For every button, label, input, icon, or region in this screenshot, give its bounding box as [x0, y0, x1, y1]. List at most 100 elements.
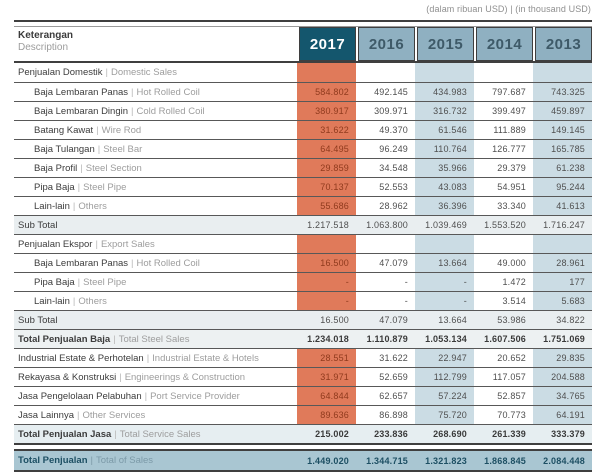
value-cell-2013: 64.191: [533, 406, 592, 424]
row-label: Baja Lembaran Panas | Hot Rolled Coil: [14, 254, 297, 272]
value-cell-2014: 126.777: [492, 144, 526, 154]
value-cell-2014: 1.472: [502, 277, 526, 287]
total-row: Total Penjualan Baja | Total Steel Sales 1.…: [14, 329, 592, 348]
row-label: Total Penjualan | Total of Sales: [14, 451, 297, 470]
table-body: Penjualan Domestik | Domestic Sales Baja Le…: [14, 63, 592, 472]
value-cell-2013: 29.835: [533, 349, 592, 367]
row-label: Lain-lain | Others: [14, 197, 297, 215]
value-cell-2016: -: [404, 277, 408, 287]
value-cell-2013: 34.822: [556, 315, 585, 325]
value-cell-2017: 29.859: [297, 159, 356, 177]
label-english: Industrial Estate & Hotels: [152, 352, 259, 364]
row-label: Total Penjualan Baja | Total Steel Sales: [14, 330, 297, 348]
label-separator: |: [114, 428, 117, 440]
label-separator: |: [131, 257, 134, 269]
value-cell-2013: 149.145: [533, 121, 592, 139]
value-cell-2015: -: [415, 292, 474, 310]
value-cell-2017: [297, 63, 356, 82]
value-cell-2013: 177: [533, 273, 592, 291]
item-row: Baja Lembaran Dingin | Cold Rolled Coil 380…: [14, 101, 592, 120]
value-cell-2016: 31.622: [379, 353, 408, 363]
value-cell-2013: 333.379: [551, 429, 585, 439]
value-cell-2014: 1.553.520: [484, 220, 526, 230]
subtotal-row: Sub Total 16.500 47.079 13.664 53.986 34.822: [14, 310, 592, 329]
value-cell-2014: 52.857: [497, 391, 526, 401]
section-row: Penjualan Ekspor | Export Sales: [14, 234, 592, 253]
value-cell-2016: 62.657: [379, 391, 408, 401]
row-label: Pipa Baja | Steel Pipe: [14, 178, 297, 196]
value-cell-2014: 261.339: [492, 429, 526, 439]
value-cell-2017: 380.917: [297, 102, 356, 120]
item-row: Jasa Lainnya | Other Services 89.636 86.898 7…: [14, 405, 592, 424]
value-cell-2016: [356, 63, 415, 82]
value-cell-2017: 1.449.020: [307, 455, 349, 466]
value-cell-2013: 34.765: [533, 387, 592, 405]
label-indonesian: Industrial Estate & Perhotelan: [18, 352, 144, 364]
value-cell-2015: [415, 235, 474, 253]
item-row: Jasa Pengelolaan Pelabuhan | Port Service …: [14, 386, 592, 405]
value-cell-2014: 49.000: [497, 258, 526, 268]
service_total-row: Total Penjualan Jasa | Total Service Sales…: [14, 424, 592, 443]
value-cell-2013: 743.325: [533, 83, 592, 101]
label-indonesian: Penjualan Ekspor: [18, 238, 93, 250]
label-indonesian: Total Penjualan: [18, 455, 88, 466]
value-cell-2013: 2.084.448: [543, 455, 585, 466]
label-english: Engineerings & Construction: [124, 371, 246, 383]
value-cell-2014: 53.986: [497, 315, 526, 325]
value-cell-2015: 316.732: [415, 102, 474, 120]
item-row: Lain-lain | Others - - -3.514 5.683: [14, 291, 592, 310]
year-header-2015: 2015: [417, 27, 474, 61]
section-row: Penjualan Domestik | Domestic Sales: [14, 63, 592, 82]
label-separator: |: [96, 124, 99, 136]
value-cell-2017: 1.217.518: [307, 220, 349, 230]
value-cell-2013: 165.785: [533, 140, 592, 158]
value-cell-2013: 28.961: [533, 254, 592, 272]
year-header-2017: 2017: [299, 27, 356, 61]
label-indonesian: Batang Kawat: [34, 124, 94, 136]
row-label: Industrial Estate & Perhotelan | Industria…: [14, 349, 297, 367]
value-cell-2015: 75.720: [415, 406, 474, 424]
label-indonesian: Baja Lembaran Panas: [34, 86, 129, 98]
value-cell-2015: 1.039.469: [425, 220, 467, 230]
label-indonesian: Penjualan Domestik: [18, 67, 103, 78]
row-label: Jasa Pengelolaan Pelabuhan | Port Service …: [14, 387, 297, 405]
row-label: Baja Lembaran Dingin | Cold Rolled Coil: [14, 102, 297, 120]
value-cell-2017: 31.622: [297, 121, 356, 139]
item-row: Baja Lembaran Panas | Hot Rolled Coil 16.50…: [14, 253, 592, 272]
item-row: Baja Profil | Steel Section 29.859 34.548 35.…: [14, 158, 592, 177]
item-row: Baja Lembaran Panas | Hot Rolled Coil 584.8…: [14, 82, 592, 101]
label-separator: |: [113, 333, 116, 345]
row-label: Penjualan Domestik | Domestic Sales: [14, 63, 297, 82]
label-english: Steel Pipe: [83, 181, 127, 193]
value-cell-2014: 1.607.506: [484, 334, 526, 344]
value-cell-2014: 117.057: [492, 372, 526, 382]
label-separator: |: [72, 295, 76, 307]
value-cell-2014: 54.951: [497, 182, 526, 192]
row-label: Sub Total: [14, 311, 297, 329]
value-cell-2016: 492.145: [374, 87, 408, 97]
row-label: Jasa Lainnya | Other Services: [14, 406, 297, 424]
value-cell-2013: [533, 63, 592, 82]
value-cell-2013: [533, 235, 592, 253]
value-cell-2014: 3.514: [502, 296, 526, 306]
row-label: Rekayasa & Konstruksi | Engineerings & Con…: [14, 368, 297, 386]
label-english: Hot Rolled Coil: [136, 86, 200, 98]
value-cell-2015: 1.321.823: [425, 455, 467, 466]
label-english: Cold Rolled Coil: [136, 105, 205, 117]
value-cell-2016: 96.249: [379, 144, 408, 154]
row-label: Sub Total: [14, 216, 297, 234]
label-english: Total of Sales: [95, 455, 154, 466]
label-english: Other Services: [82, 409, 146, 421]
value-cell-2015: 110.764: [415, 140, 474, 158]
label-indonesian: Pipa Baja: [34, 276, 75, 288]
label-separator: |: [105, 67, 108, 78]
item-row: Pipa Baja | Steel Pipe 70.137 52.553 43.083 54…: [14, 177, 592, 196]
year-header-row: 2017 2016 2015 2014 2013: [297, 27, 592, 61]
label-english: Total Service Sales: [119, 428, 201, 440]
value-cell-2013: 1.716.247: [543, 220, 585, 230]
row-label: Pipa Baja | Steel Pipe: [14, 273, 297, 291]
label-english: Others: [78, 295, 107, 307]
value-cell-2017: 70.137: [297, 178, 356, 196]
label-indonesian: Lain-lain: [34, 295, 70, 307]
value-cell-2015: 43.083: [415, 178, 474, 196]
